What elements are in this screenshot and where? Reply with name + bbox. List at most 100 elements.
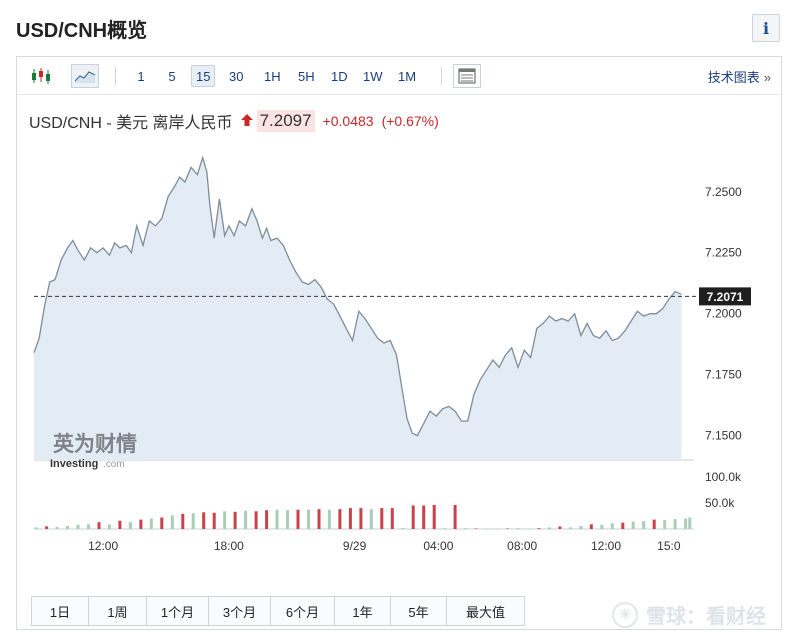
- last-price: 7.2097: [256, 110, 315, 132]
- volume-bar: [506, 528, 509, 529]
- volume-bar: [432, 505, 436, 529]
- interval-button-1W[interactable]: 1W: [363, 68, 383, 84]
- technical-chart-link[interactable]: 技术图表»: [708, 67, 771, 86]
- watermark-text: 雪球：看财经: [646, 606, 766, 628]
- price-chart[interactable]: 7.2500 7.2250 7.2000 7.1750 7.1500 7.2071 100.…: [17, 57, 781, 557]
- volume-bar: [97, 522, 101, 529]
- up-arrow-icon: [240, 113, 253, 129]
- table-view-icon[interactable]: [453, 64, 481, 88]
- volume-bar: [688, 517, 692, 529]
- x-tick-label: 04:00: [423, 539, 453, 553]
- watermark: ✳ 雪球：看财经: [612, 600, 766, 629]
- interval-button-5[interactable]: 5: [168, 68, 176, 84]
- y-tick-label: 7.1750: [705, 368, 742, 382]
- volume-bar: [589, 524, 593, 529]
- range-button-1[interactable]: 1周: [89, 596, 147, 626]
- volume-bar: [348, 508, 352, 529]
- volume-bar: [275, 509, 279, 529]
- candlestick-icon[interactable]: [27, 64, 55, 88]
- volume-bar: [307, 509, 310, 529]
- toolbar-divider: [441, 67, 442, 85]
- quote-header: USD/CNH - 美元 离岸人民币 7.2097 +0.0483 (+0.67…: [29, 109, 439, 133]
- y-tick-label: 7.2250: [705, 246, 742, 260]
- volume-bar: [443, 528, 447, 529]
- volume-bar: [160, 517, 164, 529]
- volume-bar: [202, 512, 206, 529]
- y-tick-label: 7.2000: [705, 307, 742, 321]
- price-change: +0.0483: [322, 113, 374, 129]
- range-button-4[interactable]: 6个月: [271, 596, 335, 626]
- volume-bar: [317, 509, 321, 529]
- range-button-7[interactable]: 最大值: [447, 596, 525, 626]
- volume-bar: [107, 524, 111, 529]
- x-tick-label: 08:00: [507, 539, 537, 553]
- volume-bar: [369, 509, 373, 529]
- interval-button-1H[interactable]: 1H: [264, 68, 281, 84]
- price-change-percent: (+0.67%): [381, 113, 439, 129]
- volume-bar: [390, 508, 394, 529]
- instrument-name: USD/CNH - 美元 离岸人民币: [29, 115, 233, 132]
- volume-bar: [327, 509, 331, 529]
- range-button-0[interactable]: 1日: [31, 596, 89, 626]
- interval-button-5H[interactable]: 5H: [298, 68, 315, 84]
- volume-bar: [537, 528, 541, 529]
- time-range-selector: 1日 1周 1个月 3个月 6个月 1年 5年 最大值: [31, 596, 525, 626]
- volume-bar: [547, 527, 551, 529]
- range-button-5[interactable]: 1年: [335, 596, 391, 626]
- y-tick-label: 7.2500: [705, 185, 742, 199]
- volume-bar: [128, 522, 132, 529]
- chart-widget: 1 5 15 30 1H 5H 1D 1W 1M 技术图表» USD/CNH - 美元 离岸人民…: [16, 56, 782, 630]
- interval-button-1[interactable]: 1: [137, 68, 145, 84]
- volume-bar: [411, 505, 415, 529]
- current-price-marker: [699, 287, 751, 306]
- chart-toolbar: 1 5 15 30 1H 5H 1D 1W 1M 技术图表»: [17, 57, 781, 95]
- logo-suffix-text: .com: [103, 459, 125, 470]
- volume-bar: [464, 528, 468, 529]
- volume-bar: [149, 518, 153, 529]
- volume-tick-label: 100.0k: [705, 470, 742, 484]
- logo-cn-text: 英为财情: [53, 432, 137, 456]
- x-tick-label: 18:00: [214, 539, 244, 553]
- interval-button-30[interactable]: 30: [229, 68, 244, 84]
- volume-bar: [223, 511, 227, 529]
- current-price-label: 7.2071: [707, 290, 744, 304]
- volume-bar: [495, 528, 499, 529]
- volume-bar: [621, 522, 625, 529]
- volume-bar: [55, 526, 59, 529]
- volume-bar: [338, 509, 342, 529]
- info-button[interactable]: i: [752, 14, 780, 42]
- volume-bar: [170, 515, 174, 529]
- x-tick-label: 12:00: [591, 539, 621, 553]
- volume-bar: [139, 519, 143, 529]
- price-area: [34, 157, 682, 460]
- volume-bar: [118, 520, 122, 529]
- price-line: [33, 155, 682, 437]
- volume-bar: [516, 528, 520, 529]
- x-tick-label: 12:00: [88, 539, 118, 553]
- volume-bar: [568, 527, 572, 529]
- volume-bar: [34, 527, 38, 529]
- investing-logo: 英为财情 Investing .com: [50, 432, 137, 470]
- volume-bar: [191, 513, 195, 529]
- volume-tick-label: 50.0k: [705, 496, 735, 510]
- area-chart-icon[interactable]: [71, 64, 99, 88]
- range-button-3[interactable]: 3个月: [209, 596, 271, 626]
- range-button-2[interactable]: 1个月: [147, 596, 209, 626]
- volume-bar: [359, 508, 363, 529]
- volume-bar: [212, 512, 216, 529]
- range-button-6[interactable]: 5年: [391, 596, 447, 626]
- volume-bar: [579, 525, 583, 529]
- volume-bar: [265, 510, 269, 529]
- volume-bar: [244, 510, 248, 529]
- volume-bar: [45, 526, 49, 529]
- chevron-right-icon: »: [763, 70, 771, 85]
- page-title: USD/CNH概览: [16, 20, 148, 42]
- volume-bar: [233, 511, 237, 529]
- interval-button-1D[interactable]: 1D: [331, 68, 348, 84]
- volume-bar: [642, 521, 646, 529]
- interval-button-1M[interactable]: 1M: [398, 68, 417, 84]
- volume-bar: [558, 526, 562, 529]
- volume-bar: [610, 523, 614, 529]
- interval-button-15[interactable]: 15: [191, 65, 216, 87]
- volume-bar: [652, 519, 656, 529]
